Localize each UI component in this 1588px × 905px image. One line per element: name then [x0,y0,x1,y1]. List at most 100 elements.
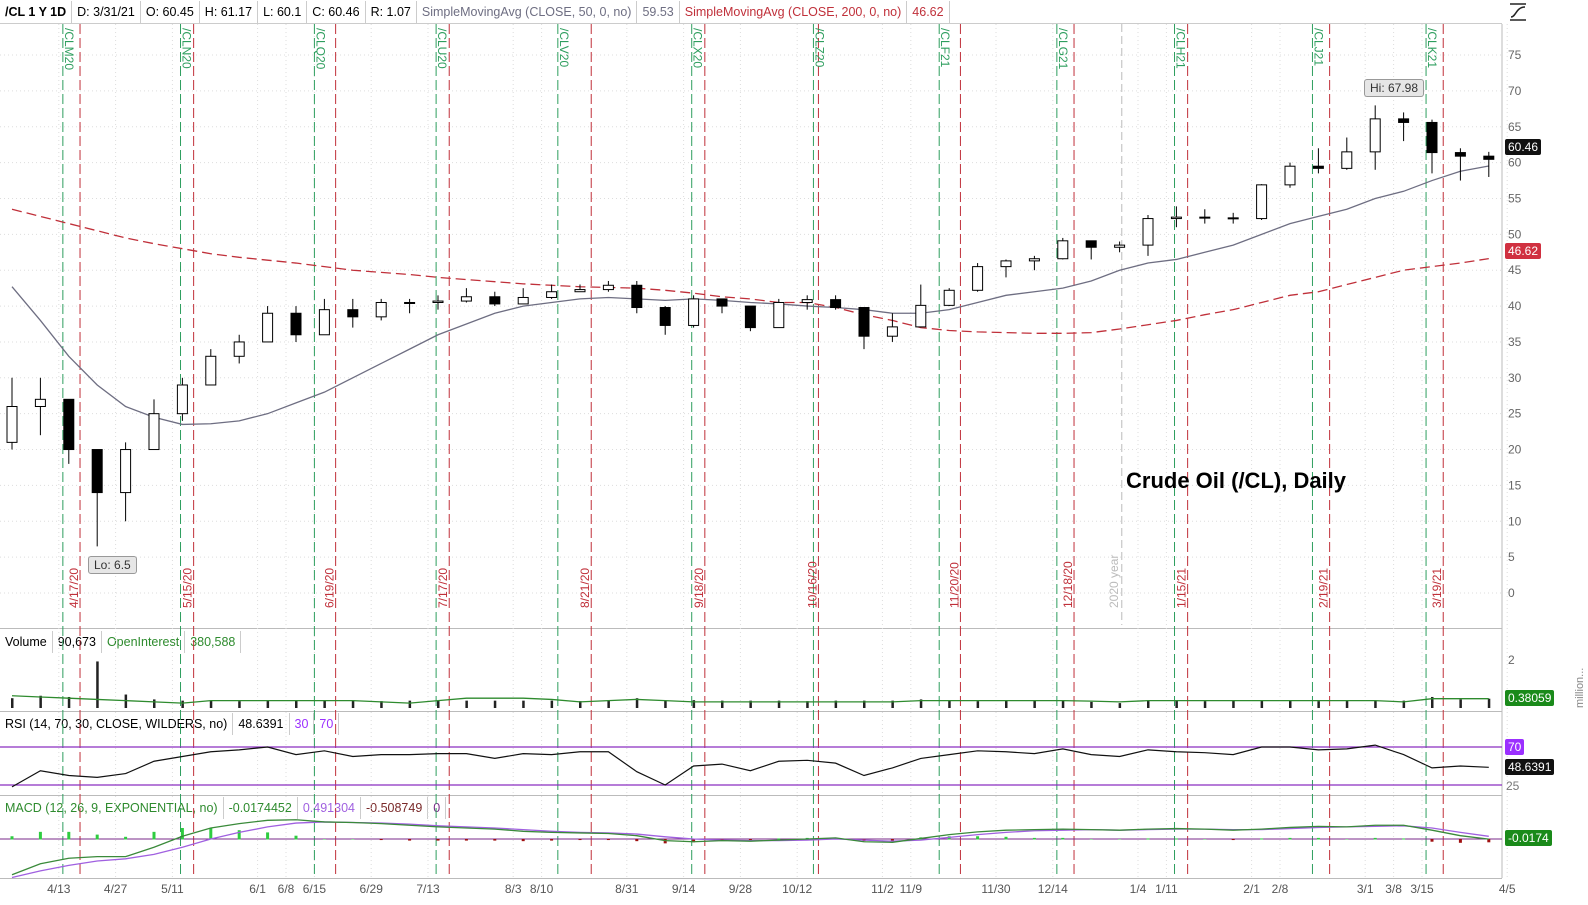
sma50-line [11,165,1489,426]
candle-body [1057,240,1069,260]
price-tick-label: 65 [1508,120,1522,134]
contract-symbol-label: /CLU20 [435,28,449,69]
price-tick-label: 45 [1508,263,1522,277]
expiry-date-label: 7/17/20 [436,568,450,608]
macd-histogram-bar [38,831,42,840]
sma200-label[interactable]: SimpleMovingAvg (CLOSE, 200, 0, no) [680,1,908,23]
volume-bar [181,700,184,708]
volume-bar [664,700,667,708]
price-tick-label: 40 [1508,299,1522,313]
macd-avg: 0.491304 [298,797,361,819]
date-tick-label: 5/11 [161,882,184,896]
macd-histogram-bar [95,834,99,840]
candle-body [1483,155,1495,160]
macd-histogram-bar [464,839,468,841]
sma50-label[interactable]: SimpleMovingAvg (CLOSE, 50, 0, no) [417,1,638,23]
macd-histogram-bar [1061,837,1065,840]
candle-body [1341,151,1353,169]
macd-histogram-bar [124,836,128,840]
macd-value: -0.0174452 [224,797,298,819]
date-tick-label: 3/1 [1357,882,1374,896]
date-tick-label: 10/12 [782,882,812,896]
volume-bar [323,700,326,708]
volume-bar [749,700,752,708]
contract-symbol-label: /CLM20 [62,28,76,70]
expiry-date-label: 4/17/20 [67,568,81,608]
volume-tick-label: 2 [1508,653,1515,667]
rsi-lower-label: 25 [1506,779,1520,793]
volume-bar [209,700,213,708]
candle-body [1085,240,1097,248]
symbol-label[interactable]: /CL 1 Y 1D [0,1,73,23]
macd-histogram-bar [1004,836,1008,840]
volume-bar [11,698,14,708]
date-tick-label: 1/4 [1130,882,1147,896]
volume-bar [1005,700,1008,708]
candle-body [574,289,586,293]
volume-bar [1317,701,1320,708]
divider [0,711,1502,712]
volume-bar [1061,700,1065,708]
expiry-date-label: 3/19/21 [1430,568,1444,608]
rsi-header: RSI (14, 70, 30, CLOSE, WILDERS, no) 48.… [0,713,340,735]
date-tick-label: 1/11 [1155,882,1178,896]
candle-body [801,299,813,303]
macd-histogram-bar [777,838,781,840]
volume-header: Volume 90,673 OpenInterest 380,588 [0,631,242,653]
volume-unit: million... [1574,667,1586,708]
macd-line [11,819,1489,876]
candle-body [1369,118,1381,153]
divider [0,795,1502,796]
macd-histogram-bar [351,839,355,840]
macd-histogram-bar [1203,839,1207,840]
macd-histogram-bar [1089,839,1093,840]
volume-label[interactable]: Volume [0,631,53,653]
oi-value: 380,588 [185,631,242,653]
macd-histogram-bar [748,839,752,841]
volume-bar [351,700,355,708]
macd-histogram-bar [1288,837,1292,840]
candle-body [1454,152,1466,157]
candle-body [886,326,898,337]
contract-symbol-label: /CLK21 [1425,28,1439,68]
macd-histogram-bar [1231,839,1235,841]
price-header: /CL 1 Y 1D D: 3/31/21 O: 60.45 H: 61.17 … [0,1,1502,24]
candle-body [34,398,46,408]
contract-symbol-label: /CLF21 [938,28,952,68]
price-tick-label: 35 [1508,335,1522,349]
candle-body [1312,165,1324,169]
volume-bar [493,700,497,708]
date-tick-label: 3/8 [1385,882,1402,896]
price-tick-label: 55 [1508,191,1522,205]
macd-histogram-bar [1146,838,1150,840]
macd-histogram-bar [152,831,156,840]
candle-body [63,398,75,451]
study-wave-icon[interactable] [1508,2,1528,22]
macd-zero: 0 [428,797,447,819]
candle-body [1227,217,1239,220]
macd-histogram-bar [67,831,71,840]
date-tick-label: 11/9 [900,882,923,896]
candle-body [1256,184,1268,220]
macd-histogram-bar [294,835,298,840]
volume-bar [1175,700,1178,708]
volume-bar [863,700,866,708]
expiry-date-label: 10/16/20 [805,561,819,608]
volume-bar [295,700,298,708]
range-readout: R: 1.07 [366,1,417,23]
candle-body [432,300,444,303]
date-tick-label: 8/3 [505,882,522,896]
candle-body [830,299,842,309]
candle-body [148,413,160,451]
volume-bar [1374,700,1377,708]
oi-label[interactable]: OpenInterest [102,631,186,653]
expiry-date-label: 11/20/20 [947,562,961,608]
macd-label[interactable]: MACD (12, 26, 9, EXPONENTIAL, no) [0,797,224,819]
volume-bar [408,700,412,708]
rsi-label[interactable]: RSI (14, 70, 30, CLOSE, WILDERS, no) [0,713,234,735]
macd-histogram-bar [322,839,326,840]
volume-bar [1289,700,1292,708]
volume-bar [607,700,610,708]
